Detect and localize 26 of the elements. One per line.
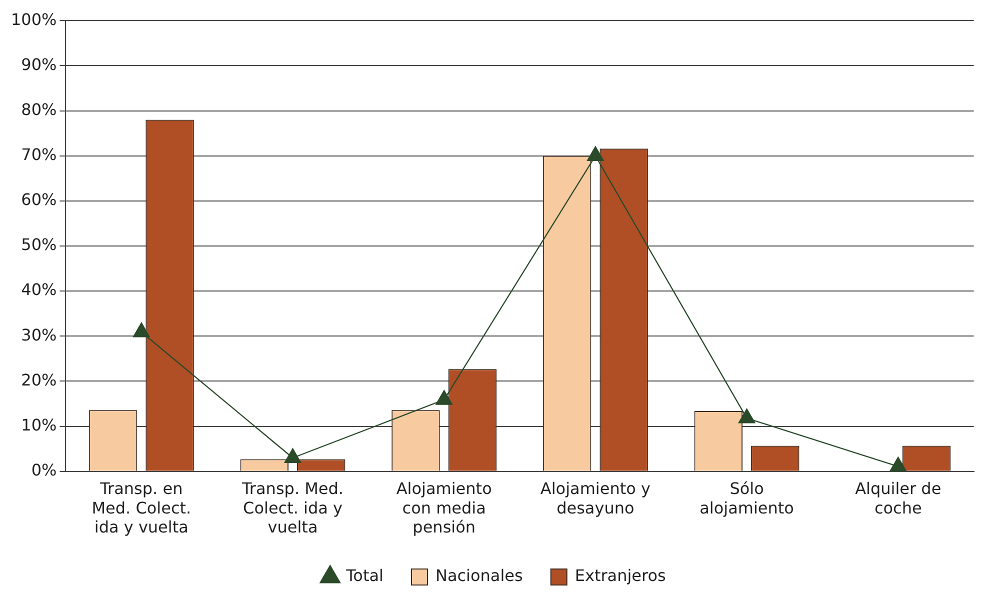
x-tick-label: Alojamiento con media pensión — [396, 479, 492, 537]
y-tick-label: 40% — [21, 280, 57, 300]
y-tick-label: 0% — [31, 460, 57, 480]
y-tick-label: 10% — [21, 415, 57, 434]
legend-label: Nacionales — [435, 566, 523, 586]
point — [436, 390, 452, 405]
x-tick-label: Transp. en Med. Colect. ida y vuelta — [92, 479, 192, 537]
y-tick-label: 50% — [21, 235, 57, 254]
x-tick-label: Alquiler de coche — [855, 479, 942, 518]
point — [284, 448, 302, 463]
y-tick-label: 100% — [10, 10, 57, 29]
y-tick-label: 30% — [21, 325, 57, 344]
point — [738, 408, 756, 424]
y-tick-label: 60% — [21, 190, 57, 210]
x-tick-label: Alojamiento y desayuno — [540, 479, 650, 518]
point — [587, 146, 604, 161]
x-tick-label: Sólo alojamiento — [700, 479, 794, 518]
y-tick-label: 80% — [21, 100, 57, 119]
x-tick-label: Transp. Med. Colect. ida y vuelta — [241, 479, 344, 537]
y-tick-label: 20% — [21, 370, 57, 390]
legend-label: Extranjeros — [574, 566, 666, 586]
point — [133, 322, 150, 338]
point — [890, 456, 907, 472]
y-tick-label: 70% — [21, 144, 57, 164]
y-tick-label: 90% — [21, 54, 57, 74]
legend-label: Total — [345, 566, 384, 586]
